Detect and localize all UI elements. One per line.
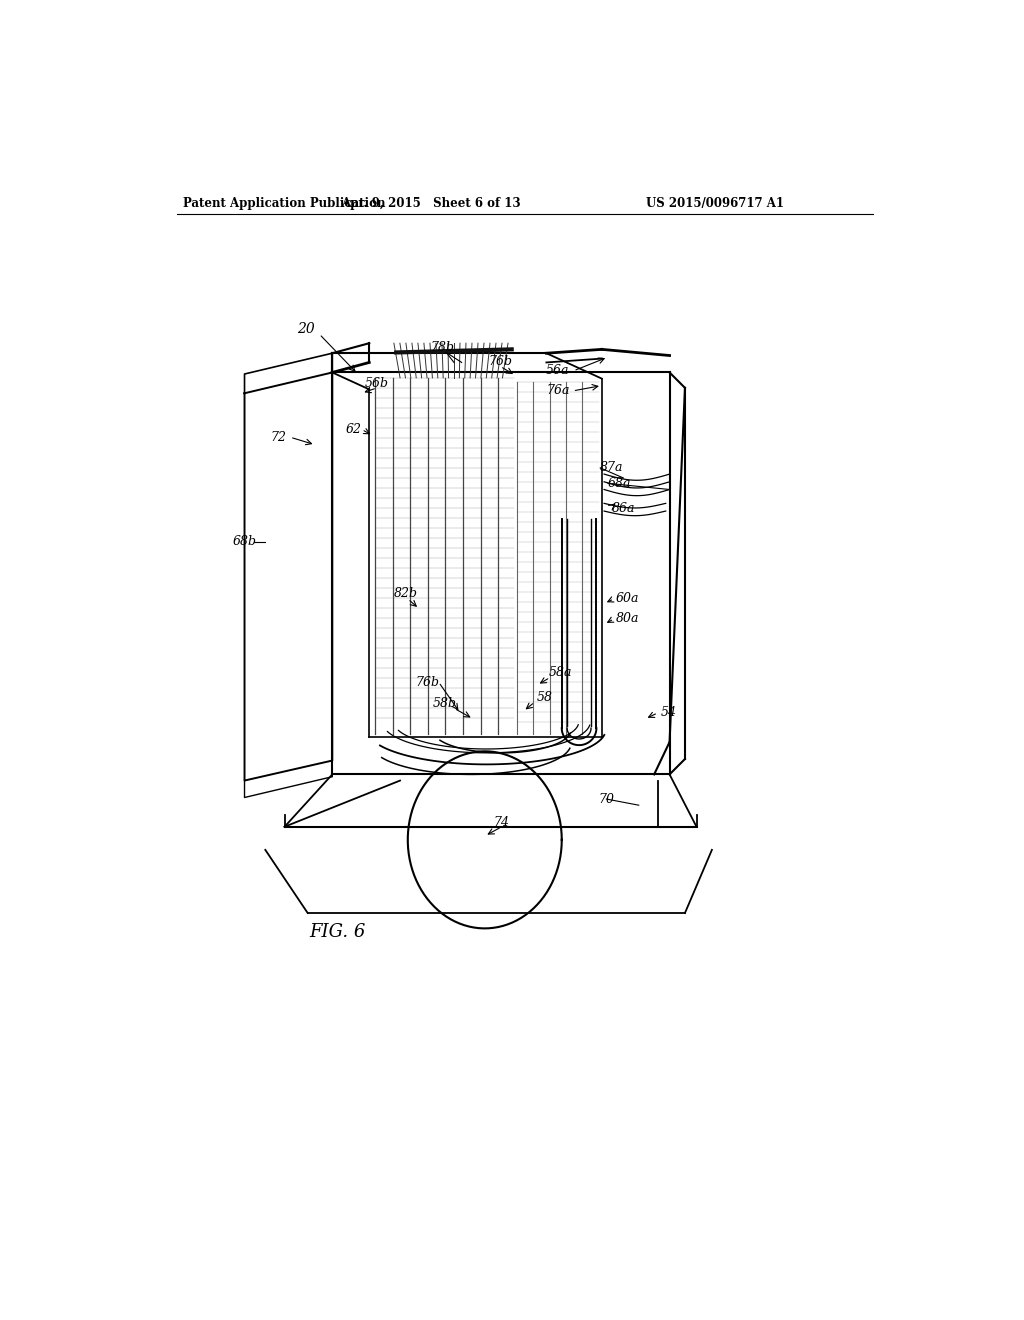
Text: 54: 54 bbox=[660, 706, 676, 719]
Text: 58b: 58b bbox=[433, 697, 457, 710]
Text: 58: 58 bbox=[537, 690, 553, 704]
Text: 80a: 80a bbox=[615, 612, 639, 626]
Text: 86a: 86a bbox=[611, 502, 635, 515]
Text: 60a: 60a bbox=[615, 593, 639, 606]
Text: Patent Application Publication: Patent Application Publication bbox=[183, 197, 385, 210]
Text: 78b: 78b bbox=[430, 342, 455, 354]
Text: 58a: 58a bbox=[549, 667, 572, 680]
Text: 62: 62 bbox=[346, 422, 361, 436]
Text: Apr. 9, 2015   Sheet 6 of 13: Apr. 9, 2015 Sheet 6 of 13 bbox=[341, 197, 520, 210]
Text: FIG. 6: FIG. 6 bbox=[309, 923, 366, 941]
Text: 74: 74 bbox=[494, 816, 510, 829]
Text: 20: 20 bbox=[297, 322, 315, 337]
Text: 56a: 56a bbox=[546, 364, 569, 378]
Text: 76b: 76b bbox=[488, 355, 512, 368]
Text: 68b: 68b bbox=[232, 536, 257, 548]
Text: 68a: 68a bbox=[608, 477, 632, 490]
Text: US 2015/0096717 A1: US 2015/0096717 A1 bbox=[646, 197, 784, 210]
Text: 70: 70 bbox=[598, 792, 614, 805]
Text: 76a: 76a bbox=[546, 384, 569, 397]
Text: 72: 72 bbox=[270, 430, 287, 444]
Text: 76b: 76b bbox=[415, 676, 439, 689]
Text: 82b: 82b bbox=[394, 587, 418, 601]
Text: 56b: 56b bbox=[365, 376, 389, 389]
Text: 87a: 87a bbox=[600, 462, 624, 474]
